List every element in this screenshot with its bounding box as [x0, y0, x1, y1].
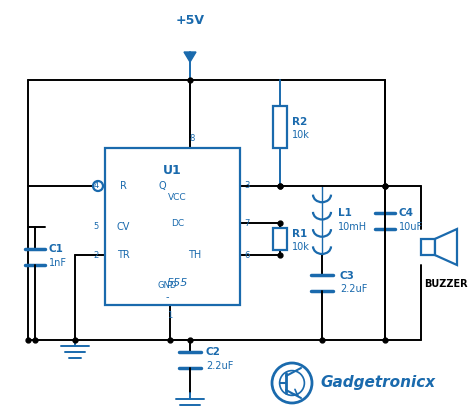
Polygon shape: [421, 239, 435, 255]
Text: -: -: [166, 292, 169, 302]
Text: 10k: 10k: [292, 242, 310, 252]
Text: 5: 5: [94, 222, 99, 231]
Text: 8: 8: [189, 134, 195, 143]
Text: 2: 2: [94, 251, 99, 259]
Text: C1: C1: [49, 244, 64, 253]
Text: Q: Q: [159, 181, 166, 191]
Text: L1: L1: [338, 208, 352, 217]
Text: TH: TH: [188, 250, 201, 260]
Text: 1nF: 1nF: [49, 257, 67, 268]
Text: C2: C2: [206, 347, 221, 357]
Text: 2.2uF: 2.2uF: [206, 361, 233, 371]
Text: 2.2uF: 2.2uF: [340, 284, 367, 294]
Text: CV: CV: [116, 222, 130, 231]
Text: 4: 4: [94, 182, 99, 191]
Polygon shape: [435, 229, 457, 265]
Bar: [273, 228, 287, 250]
Text: C4: C4: [399, 208, 414, 217]
Text: R: R: [119, 181, 127, 191]
Text: 6: 6: [244, 251, 249, 259]
Text: 1: 1: [167, 311, 173, 320]
Text: +5V: +5V: [175, 13, 204, 27]
Text: 3: 3: [244, 182, 249, 191]
Text: 10uF: 10uF: [399, 222, 423, 231]
Text: Gadgetronicx: Gadgetronicx: [320, 375, 435, 390]
Text: GND: GND: [158, 281, 177, 290]
Text: 7: 7: [244, 219, 249, 228]
Text: VCC: VCC: [168, 193, 187, 202]
Bar: [105, 148, 240, 305]
Text: U1: U1: [163, 164, 182, 177]
Text: TR: TR: [117, 250, 129, 260]
Text: 10k: 10k: [292, 130, 310, 140]
Text: BUZZER: BUZZER: [424, 279, 468, 289]
Text: C3: C3: [340, 271, 355, 281]
Text: R1: R1: [292, 229, 307, 239]
Polygon shape: [184, 52, 196, 62]
Text: DC: DC: [171, 219, 184, 228]
Text: 10mH: 10mH: [338, 222, 367, 231]
Text: R2: R2: [292, 117, 307, 127]
Text: 555: 555: [167, 278, 188, 288]
Bar: [273, 106, 287, 148]
